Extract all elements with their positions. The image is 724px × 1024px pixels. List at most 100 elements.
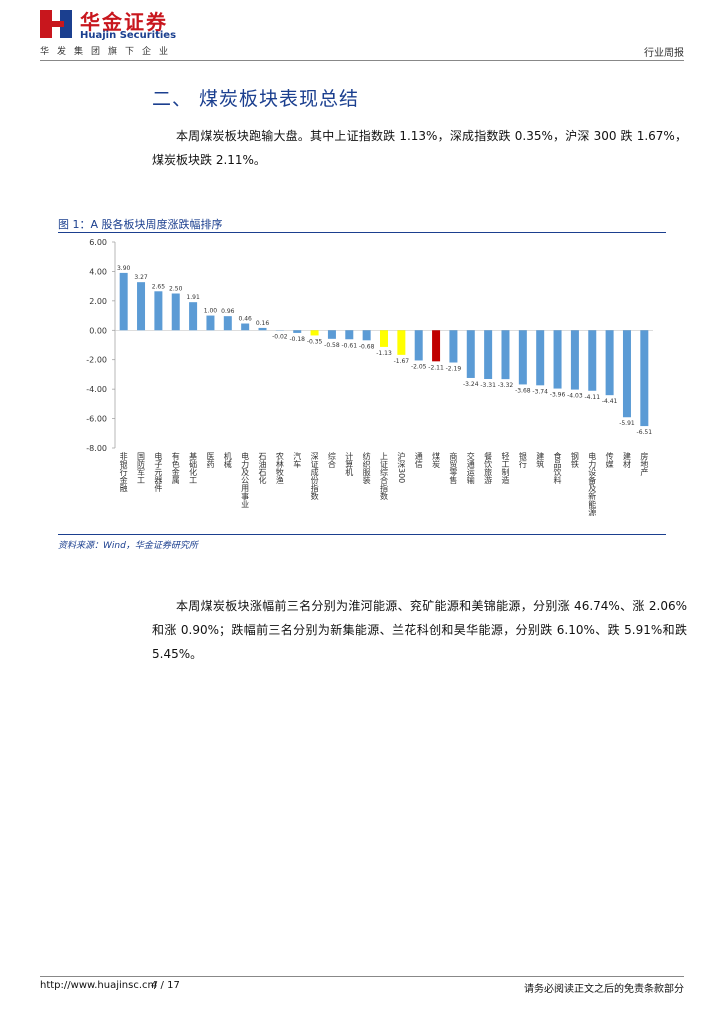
x-tick-label: 房地产 — [640, 451, 649, 477]
x-tick-label: 交通运输 — [466, 451, 475, 485]
value-label: -2.19 — [446, 366, 462, 373]
x-tick-label: 电力设备及新能源 — [588, 451, 597, 517]
value-label: 2.65 — [152, 283, 166, 290]
value-label: -4.41 — [602, 398, 618, 405]
bar — [570, 330, 579, 390]
figure-caption: 图 1：A 股各板块周度涨跌幅排序 — [58, 218, 223, 231]
bar — [466, 330, 475, 378]
x-tick-label: 建筑 — [536, 451, 545, 469]
logo-icon — [40, 10, 72, 38]
x-tick-label: 深证成份指数 — [310, 452, 319, 501]
bar — [501, 330, 510, 380]
figure-source: 资料来源：Wind，华金证券研究所 — [58, 541, 198, 551]
value-label: -0.61 — [342, 342, 358, 349]
value-label: 1.91 — [186, 294, 200, 301]
logo-name: 华金证券 — [80, 10, 168, 34]
x-tick-label: 煤炭 — [432, 451, 441, 469]
bar — [414, 330, 423, 361]
x-tick-label: 上证综合指数 — [380, 452, 389, 501]
bar — [154, 291, 163, 331]
value-label: 3.27 — [134, 274, 148, 281]
bar — [310, 330, 319, 336]
x-tick-label: 电力及公用事业 — [241, 451, 250, 508]
x-tick-label: 有色金属 — [171, 451, 180, 485]
x-tick-label: 非银行金融 — [119, 451, 128, 493]
bar — [449, 330, 458, 363]
value-label: -4.11 — [584, 394, 600, 401]
value-label: -3.31 — [480, 382, 496, 389]
x-tick-label: 农林牧渔 — [275, 451, 284, 484]
bar — [171, 293, 180, 331]
x-tick-label: 国防军工 — [137, 452, 146, 484]
y-tick-label: 6.00 — [89, 238, 107, 247]
bar — [137, 282, 146, 331]
group-name: 华发集团旗下企业 — [40, 47, 177, 57]
bar — [241, 323, 250, 331]
bar — [189, 302, 198, 331]
x-tick-label: 钢铁 — [570, 451, 579, 469]
value-label: 1.00 — [204, 308, 218, 315]
value-label: -3.68 — [515, 387, 531, 394]
bar — [484, 330, 493, 379]
x-tick-label: 传媒 — [605, 451, 614, 469]
bar — [640, 330, 649, 427]
bar — [553, 330, 562, 389]
value-label: -3.32 — [498, 382, 514, 389]
y-tick-label: -8.00 — [86, 444, 107, 453]
x-tick-label: 基础化工 — [189, 451, 198, 484]
header-rule — [40, 60, 684, 61]
disclaimer: 请务必阅读正文之后的免责条款部分 — [524, 984, 684, 995]
paragraph: 本周煤炭板块涨幅前三名分别为淮河能源、兖矿能源和美锦能源，分别涨 46.74%、… — [152, 599, 687, 661]
bar — [605, 330, 614, 396]
x-tick-label: 石油石化 — [258, 452, 267, 485]
value-label: 0.16 — [256, 320, 270, 327]
value-label: -1.13 — [376, 350, 392, 357]
bar — [536, 330, 545, 386]
bar — [119, 272, 128, 331]
bar — [345, 330, 354, 340]
report-type: 行业周报 — [644, 48, 684, 59]
value-label: -2.11 — [428, 364, 444, 371]
x-tick-label: 计算机 — [345, 451, 354, 477]
y-tick-label: 4.00 — [89, 267, 107, 276]
bar — [518, 330, 527, 385]
value-label: -3.24 — [463, 381, 479, 388]
bar — [293, 330, 302, 333]
bar — [258, 327, 267, 331]
y-tick-label: 2.00 — [89, 297, 107, 306]
x-tick-label: 商贸零售 — [449, 451, 458, 485]
bar — [622, 330, 631, 418]
footer-url: http://www.huajinsc.cn/ — [40, 980, 158, 991]
x-tick-label: 电子元器件 — [154, 451, 163, 493]
footer-rule — [40, 976, 684, 977]
value-label: -2.05 — [411, 363, 427, 370]
value-label: -0.02 — [272, 334, 288, 341]
value-label: -0.68 — [359, 343, 375, 350]
x-tick-label: 机械 — [223, 451, 232, 469]
x-tick-label: 综合 — [327, 451, 336, 469]
x-tick-label: 餐饮旅游 — [484, 452, 493, 485]
chart: -8.00 -6.00 -4.00 -2.00 0.00 2.00 4.00 6.00 3.90… — [86, 238, 653, 517]
bar — [362, 330, 371, 341]
value-label: -5.91 — [619, 420, 635, 427]
y-tick-label: 0.00 — [89, 326, 107, 335]
x-tick-label: 银行 — [518, 451, 527, 469]
x-tick-label: 医药 — [206, 452, 215, 469]
bar — [223, 316, 232, 331]
value-label: 3.90 — [117, 265, 131, 272]
x-tick-label: 沪深300 — [397, 451, 406, 483]
bar — [380, 330, 388, 347]
value-label: -0.18 — [289, 336, 305, 343]
value-label: 0.46 — [238, 316, 252, 323]
value-label: 0.96 — [221, 308, 235, 315]
value-label: -1.67 — [394, 358, 410, 365]
y-tick-label: -6.00 — [86, 415, 107, 424]
bar — [588, 330, 597, 391]
bar — [206, 315, 215, 331]
section-title: 二、 煤炭板块表现总结 — [152, 88, 360, 110]
x-tick-label: 通信 — [414, 451, 423, 469]
bar — [327, 330, 336, 339]
x-tick-label: 食品饮料 — [553, 451, 562, 485]
value-label: -0.35 — [307, 338, 323, 345]
